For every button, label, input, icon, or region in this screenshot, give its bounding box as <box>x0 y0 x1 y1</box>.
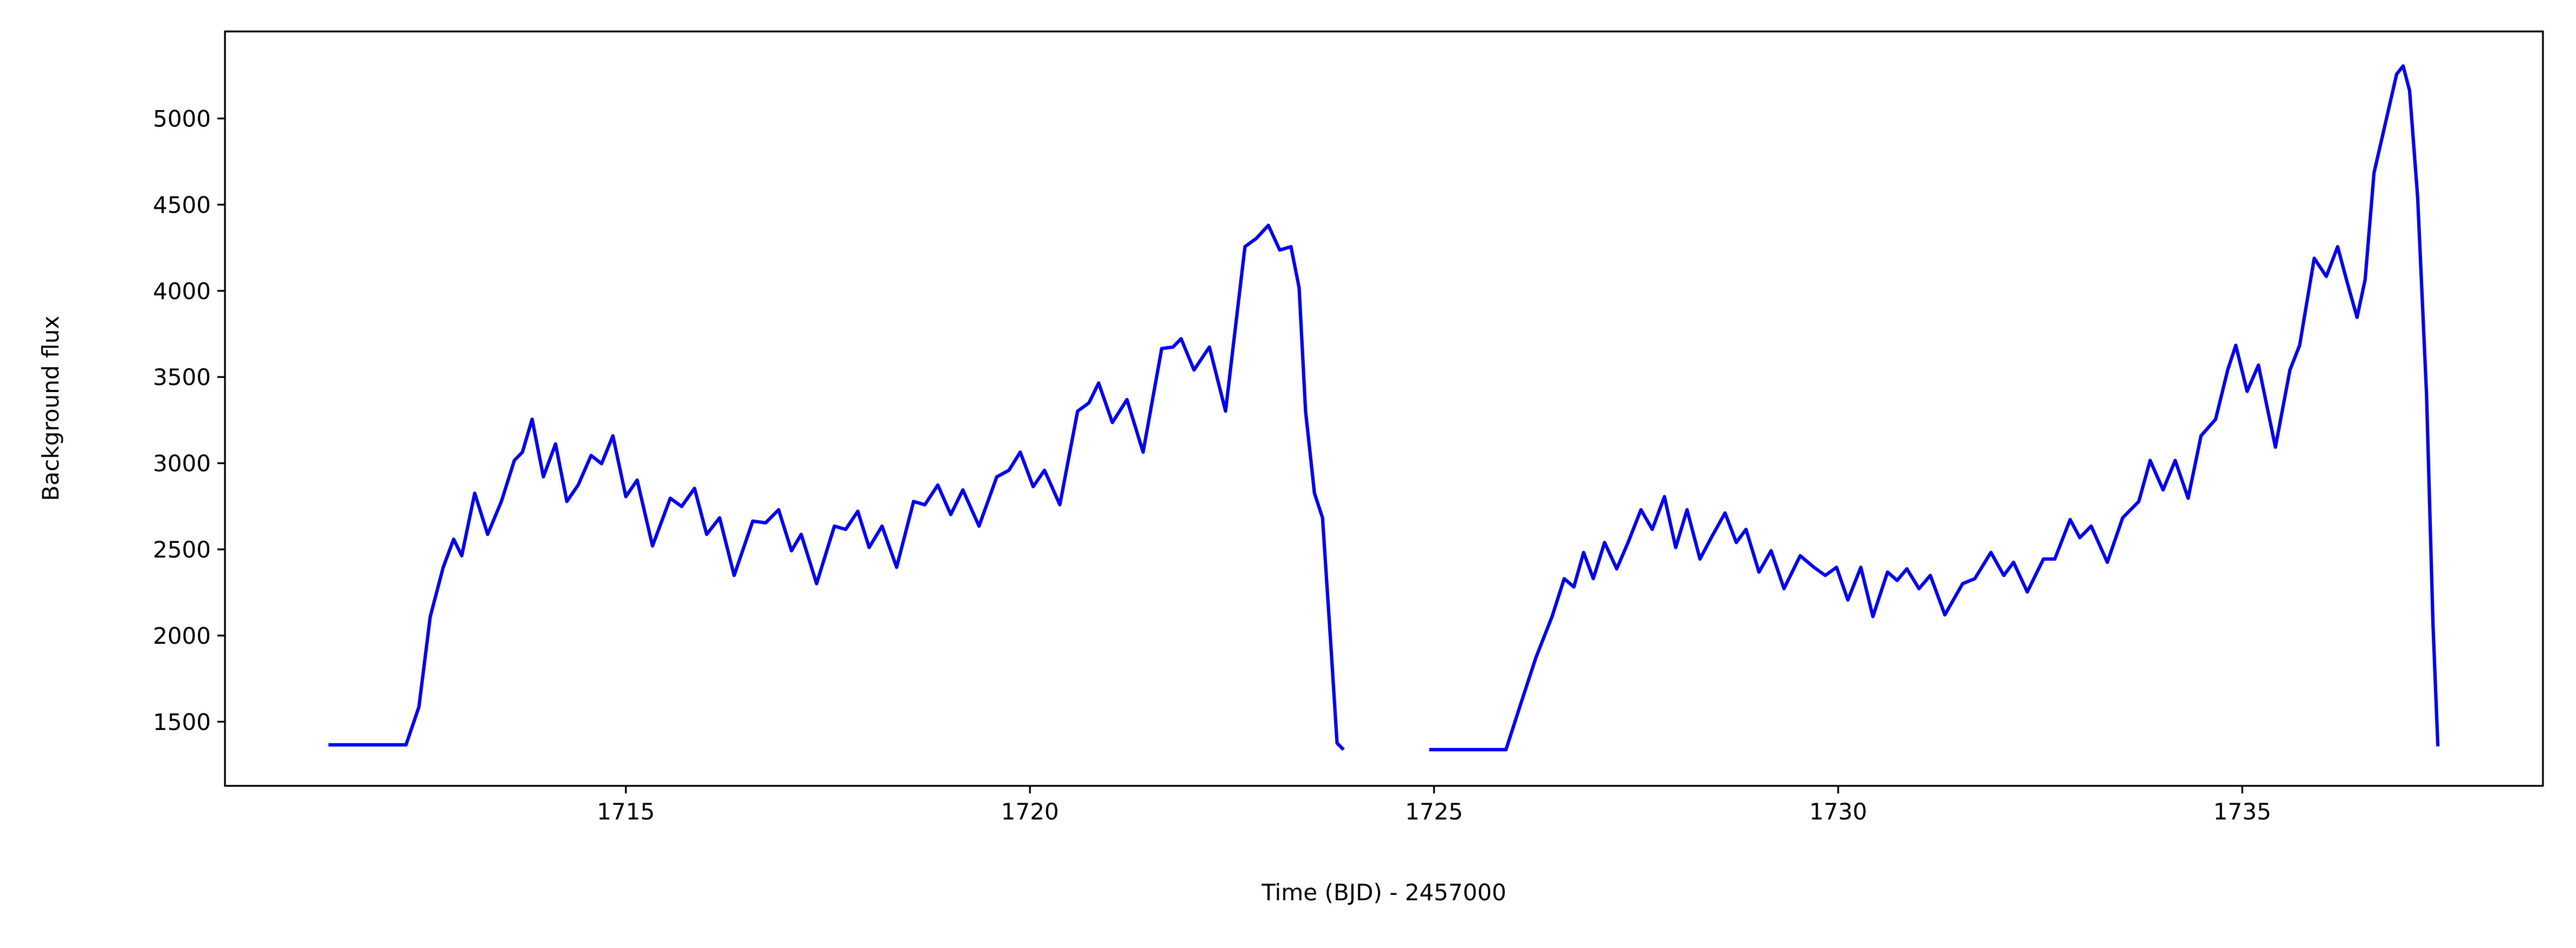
x-axis-label: Time (BJD) - 2457000 <box>1261 879 1506 906</box>
x-tick-label: 1720 <box>1001 798 1059 825</box>
y-tick-label: 4000 <box>153 278 211 304</box>
x-tick-label: 1730 <box>1809 798 1867 825</box>
y-tick-label: 3500 <box>153 364 211 390</box>
data-line <box>328 64 2440 752</box>
y-tick-label: 2500 <box>153 536 211 563</box>
y-tick-label: 5000 <box>153 105 211 132</box>
y-tick-label: 2000 <box>153 623 211 649</box>
y-tick-label: 4500 <box>153 191 211 218</box>
y-axis-label: Background flux <box>37 316 64 501</box>
x-tick-label: 1725 <box>1405 798 1463 825</box>
y-tick-label: 3000 <box>153 450 211 477</box>
y-tick-label: 1500 <box>153 709 211 735</box>
x-tick-label: 1735 <box>2213 798 2271 825</box>
plot-frame <box>224 30 2544 787</box>
x-tick-label: 1715 <box>597 798 655 825</box>
